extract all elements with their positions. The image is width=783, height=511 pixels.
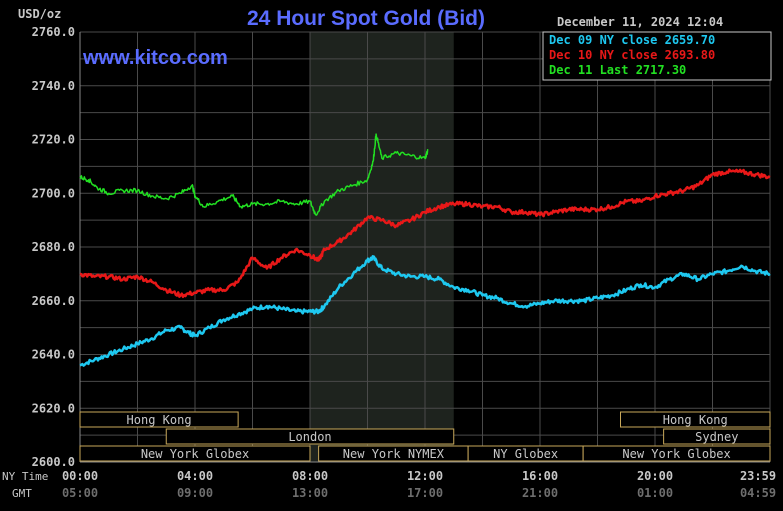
x-tick-label-ny: 16:00 — [522, 469, 558, 483]
session-bar — [663, 428, 771, 445]
session-label: London — [288, 430, 331, 444]
session-label: Hong Kong — [127, 413, 192, 427]
y-tick-label: 2760.0 — [32, 25, 75, 39]
session-label: New York NYMEX — [343, 447, 445, 461]
session-label: New York Globex — [622, 447, 730, 461]
y-tick-label: 2740.0 — [32, 79, 75, 93]
session-bars: Hong Kong Hong Kong London Sydney New York G… — [79, 411, 771, 462]
y-tick-label: 2700.0 — [32, 186, 75, 200]
session-bar — [582, 445, 771, 462]
y-tick-label: 2600.0 — [32, 455, 75, 469]
x-tick-label-gmt: 21:00 — [522, 486, 558, 500]
x-tick-label-gmt: 05:00 — [62, 486, 98, 500]
series-line-dec09 — [79, 255, 771, 367]
session-bar — [620, 411, 771, 428]
y-tick-label: 2680.0 — [32, 240, 75, 254]
ny-time-label: NY Time — [2, 470, 48, 483]
x-tick-label-gmt: 04:59 — [740, 486, 776, 500]
y-axis-ticks: 2760.0 2740.0 2720.0 2700.0 2680.0 2660.0 2640… — [32, 25, 75, 469]
x-tick-label-gmt: 01:00 — [637, 486, 673, 500]
session-bar — [165, 428, 455, 445]
x-tick-label-ny: 04:00 — [177, 469, 213, 483]
session-bar — [79, 445, 311, 462]
x-tick-label-ny: 23:59 — [740, 469, 776, 483]
legend-entry-dec09: Dec 09 NY close 2659.70 — [549, 33, 715, 47]
x-tick-label-gmt: 17:00 — [407, 486, 443, 500]
x-tick-label-ny: 20:00 — [637, 469, 673, 483]
x-axis-ticks: 00:00 04:00 08:00 12:00 16:00 20:00 23:59 05:00… — [62, 469, 776, 500]
x-tick-label-ny: 00:00 — [62, 469, 98, 483]
y-axis-unit: USD/oz — [18, 7, 61, 21]
gmt-label: GMT — [12, 487, 32, 500]
x-tick-label-ny: 12:00 — [407, 469, 443, 483]
timestamp: December 11, 2024 12:04 — [557, 15, 723, 29]
series-line-dec10 — [79, 168, 771, 299]
session-bar — [79, 411, 239, 428]
session-label: New York Globex — [141, 447, 249, 461]
y-tick-label: 2640.0 — [32, 348, 75, 362]
legend-entry-dec11: Dec 11 Last 2717.30 — [549, 63, 686, 77]
legend-entry-dec10: Dec 10 NY close 2693.80 — [549, 48, 715, 62]
y-tick-label: 2720.0 — [32, 133, 75, 147]
series-lines — [79, 133, 771, 367]
session-label: Sydney — [695, 430, 738, 444]
legend: Dec 09 NY close 2659.70 Dec 10 NY close … — [542, 31, 772, 81]
x-tick-label-ny: 08:00 — [292, 469, 328, 483]
legend-box — [542, 31, 772, 81]
chart-title: 24 Hour Spot Gold (Bid) — [247, 7, 485, 30]
watermark-url: www.kitco.com — [82, 47, 228, 69]
session-label: Hong Kong — [663, 413, 728, 427]
series-line-dec11 — [79, 133, 429, 216]
x-tick-label-gmt: 13:00 — [292, 486, 328, 500]
x-tick-label-gmt: 09:00 — [177, 486, 213, 500]
session-label: NY Globex — [493, 447, 558, 461]
y-tick-label: 2620.0 — [32, 401, 75, 415]
y-tick-label: 2660.0 — [32, 294, 75, 308]
